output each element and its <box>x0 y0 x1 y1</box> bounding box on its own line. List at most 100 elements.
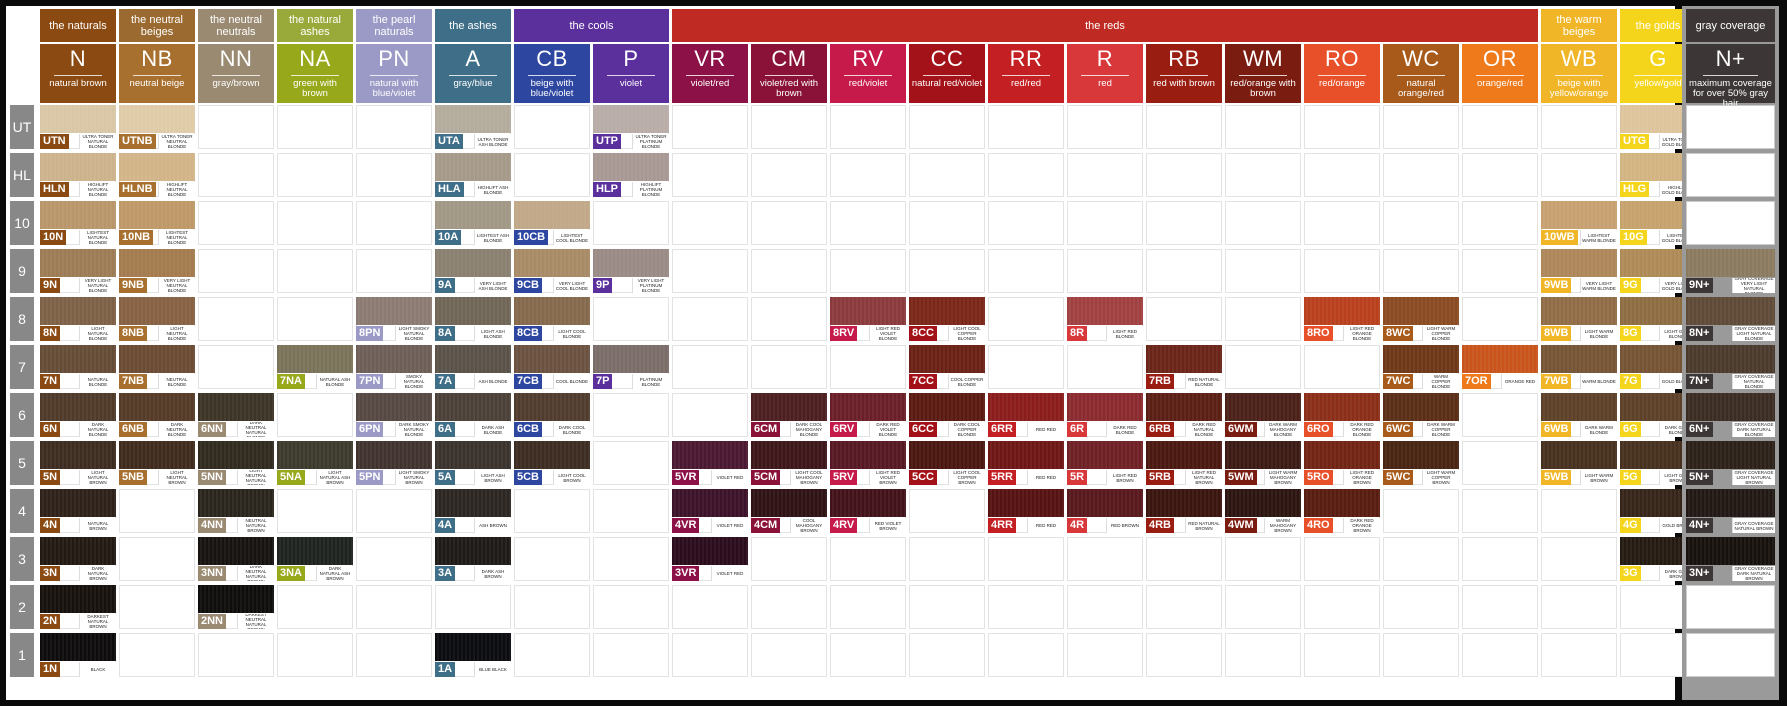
shade-swatch[interactable]: 9WB VERY LIGHT WARM BLONDE <box>1541 249 1617 293</box>
shade-swatch[interactable]: 10WB LIGHTEST WARM BLONDE <box>1541 201 1617 245</box>
shade-swatch[interactable]: 10NB LIGHTEST NEUTRAL BLONDE <box>119 201 195 245</box>
shade-swatch[interactable]: 5A LIGHT ASH BROWN <box>435 441 511 485</box>
gray-coverage-swatch[interactable]: 5N+ GRAY COVERAGE LIGHT NATURAL BROWN <box>1686 441 1775 485</box>
shade-swatch[interactable]: 7N NATURAL BLONDE <box>40 345 116 389</box>
shade-swatch[interactable]: 5RR RED RED <box>988 441 1064 485</box>
shade-swatch[interactable]: 8A LIGHT ASH BLONDE <box>435 297 511 341</box>
shade-swatch[interactable]: 7A ASH BLONDE <box>435 345 511 389</box>
shade-swatch[interactable]: 9P VERY LIGHT PLATINUM BLONDE <box>593 249 669 293</box>
shade-swatch[interactable]: 3VR VIOLET RED <box>672 537 748 581</box>
shade-swatch[interactable]: 5N LIGHT NATURAL BROWN <box>40 441 116 485</box>
shade-swatch[interactable]: 8CC LIGHT COOL COPPER BLONDE <box>909 297 985 341</box>
shade-swatch[interactable]: 5RO LIGHT RED ORANGE BROWN <box>1304 441 1380 485</box>
shade-swatch[interactable]: 3NN DARK NEUTRAL NATURAL BROWN <box>198 537 274 581</box>
shade-swatch[interactable]: 8RO LIGHT RED ORANGE BLONDE <box>1304 297 1380 341</box>
shade-swatch[interactable]: 4R RED BROWN <box>1067 489 1143 533</box>
shade-swatch[interactable]: 4RB RED NATURAL BROWN <box>1146 489 1222 533</box>
shade-swatch[interactable]: 8WB LIGHT WARM BLONDE <box>1541 297 1617 341</box>
shade-swatch[interactable]: UTN ULTRA TONER NATURAL BLONDE <box>40 105 116 149</box>
shade-swatch[interactable]: 4RO DARK RED ORANGE BROWN <box>1304 489 1380 533</box>
shade-swatch[interactable]: UTP ULTRA TONER PLATINUM BLONDE <box>593 105 669 149</box>
shade-swatch[interactable]: HLNB HIGHLIFT NEUTRAL BLONDE <box>119 153 195 197</box>
shade-swatch[interactable]: 6CC DARK COOL COPPER BLONDE <box>909 393 985 437</box>
shade-swatch[interactable]: 5RV LIGHT RED VIOLET BROWN <box>830 441 906 485</box>
shade-swatch[interactable]: 7RB RED NATURAL BLONDE <box>1146 345 1222 389</box>
shade-swatch[interactable]: 5CB LIGHT COOL BROWN <box>514 441 590 485</box>
shade-swatch[interactable]: 6A DARK ASH BLONDE <box>435 393 511 437</box>
shade-swatch[interactable]: 8N LIGHT NATURAL BLONDE <box>40 297 116 341</box>
shade-swatch[interactable]: 7CC COOL COPPER BLONDE <box>909 345 985 389</box>
shade-swatch[interactable]: 6RR RED RED <box>988 393 1064 437</box>
shade-swatch[interactable]: 10CB LIGHTEST COOL BLONDE <box>514 201 590 245</box>
shade-swatch[interactable]: 9A VERY LIGHT ASH BLONDE <box>435 249 511 293</box>
shade-swatch[interactable]: 1N BLACK <box>40 633 116 677</box>
shade-swatch[interactable]: 8RV LIGHT RED VIOLET BLONDE <box>830 297 906 341</box>
shade-swatch[interactable]: 6NB DARK NEUTRAL BLONDE <box>119 393 195 437</box>
shade-swatch[interactable]: 2N DARKEST NATURAL BROWN <box>40 585 116 629</box>
shade-swatch[interactable]: 8R LIGHT RED BLONDE <box>1067 297 1143 341</box>
shade-swatch[interactable]: 6WC DARK WARM COPPER BLONDE <box>1383 393 1459 437</box>
shade-swatch[interactable]: 6CB DARK COOL BLONDE <box>514 393 590 437</box>
shade-swatch[interactable]: 6RV DARK RED VIOLET BLONDE <box>830 393 906 437</box>
shade-swatch[interactable]: 5CM LIGHT COOL MAHOGANY BROWN <box>751 441 827 485</box>
shade-swatch[interactable]: 5CC LIGHT COOL COPPER BROWN <box>909 441 985 485</box>
shade-swatch[interactable]: 4NN NEUTRAL NATURAL BROWN <box>198 489 274 533</box>
shade-swatch[interactable]: 6WB DARK WARM BLONDE <box>1541 393 1617 437</box>
gray-coverage-swatch[interactable]: 9N+ GRAY COVERAGE VERY LIGHT NATURAL BLON… <box>1686 249 1775 293</box>
shade-swatch[interactable]: 7PN SMOKY NATURAL BLONDE <box>356 345 432 389</box>
shade-swatch[interactable]: 5R LIGHT RED BROWN <box>1067 441 1143 485</box>
gray-coverage-swatch[interactable]: 4N+ GRAY COVERAGE NATURAL BROWN <box>1686 489 1775 533</box>
shade-swatch[interactable]: 5PN LIGHT SMOKY NATURAL BROWN <box>356 441 432 485</box>
shade-swatch[interactable]: UTNB ULTRA TONER NEUTRAL BLONDE <box>119 105 195 149</box>
shade-swatch[interactable]: 1A BLUE BLACK <box>435 633 511 677</box>
shade-swatch[interactable]: 9NB VERY LIGHT NEUTRAL BLONDE <box>119 249 195 293</box>
gray-coverage-swatch[interactable]: 6N+ GRAY COVERAGE DARK NATURAL BLONDE <box>1686 393 1775 437</box>
shade-swatch[interactable]: 2NN DARKEST NEUTRAL NATURAL BROWN <box>198 585 274 629</box>
shade-swatch[interactable]: 6PN DARK SMOKY NATURAL BLONDE <box>356 393 432 437</box>
shade-swatch[interactable]: 6RO DARK RED ORANGE BLONDE <box>1304 393 1380 437</box>
shade-swatch[interactable]: 6N DARK NATURAL BLONDE <box>40 393 116 437</box>
shade-swatch[interactable]: 8WC LIGHT WARM COPPER BLONDE <box>1383 297 1459 341</box>
shade-swatch[interactable]: 4VR VIOLET RED <box>672 489 748 533</box>
shade-swatch[interactable]: 8NB LIGHT NEUTRAL BLONDE <box>119 297 195 341</box>
shade-swatch[interactable]: 7OR ORANGE RED <box>1462 345 1538 389</box>
shade-swatch[interactable]: HLN HIGHLIFT NATURAL BLONDE <box>40 153 116 197</box>
shade-swatch[interactable]: 3N DARK NATURAL BROWN <box>40 537 116 581</box>
gray-coverage-swatch[interactable]: 8N+ GRAY COVERAGE LIGHT NATURAL BLONDE <box>1686 297 1775 341</box>
shade-swatch[interactable]: 7P PLATINUM BLONDE <box>593 345 669 389</box>
shade-swatch[interactable]: 10N LIGHTEST NATURAL BLONDE <box>40 201 116 245</box>
shade-swatch[interactable]: 7CB COOL BLONDE <box>514 345 590 389</box>
shade-swatch[interactable]: 9CB VERY LIGHT COOL BLONDE <box>514 249 590 293</box>
shade-swatch[interactable]: 6WM DARK WARM MAHOGANY BLONDE <box>1225 393 1301 437</box>
shade-swatch[interactable]: 6R DARK RED BLONDE <box>1067 393 1143 437</box>
shade-swatch[interactable]: 4WM WARM MAHOGANY BROWN <box>1225 489 1301 533</box>
shade-swatch[interactable]: 7NA NATURAL ASH BLONDE <box>277 345 353 389</box>
shade-swatch[interactable]: 5WC LIGHT WARM COPPER BROWN <box>1383 441 1459 485</box>
shade-swatch[interactable]: HLP HIGHLIFT PLATINUM BLONDE <box>593 153 669 197</box>
shade-swatch[interactable]: 7WC WARM COPPER BLONDE <box>1383 345 1459 389</box>
gray-coverage-swatch[interactable]: 7N+ GRAY COVERAGE NATURAL BLONDE <box>1686 345 1775 389</box>
shade-swatch[interactable]: 5WB LIGHT WARM BROWN <box>1541 441 1617 485</box>
shade-swatch[interactable]: 6RB DARK RED NATURAL BLONDE <box>1146 393 1222 437</box>
shade-swatch[interactable]: 7WB WARM BLONDE <box>1541 345 1617 389</box>
shade-swatch[interactable]: 4N NATURAL BROWN <box>40 489 116 533</box>
gray-coverage-swatch[interactable]: 3N+ GRAY COVERAGE DARK NATURAL BROWN <box>1686 537 1775 581</box>
shade-swatch[interactable]: 4CM COOL MAHOGANY BROWN <box>751 489 827 533</box>
shade-swatch[interactable]: 8CB LIGHT COOL BLONDE <box>514 297 590 341</box>
shade-swatch[interactable]: 5NB LIGHT NEUTRAL BROWN <box>119 441 195 485</box>
shade-swatch[interactable]: 5RB LIGHT RED NATURAL BROWN <box>1146 441 1222 485</box>
shade-swatch[interactable]: UTA ULTRA TONER ASH BLONDE <box>435 105 511 149</box>
shade-swatch[interactable]: 6NN DARK NEUTRAL NATURAL BLONDE <box>198 393 274 437</box>
shade-swatch[interactable]: 5VR VIOLET RED <box>672 441 748 485</box>
shade-swatch[interactable]: 3A DARK ASH BROWN <box>435 537 511 581</box>
shade-swatch[interactable]: 5WM LIGHT WARM MAHOGANY BROWN <box>1225 441 1301 485</box>
shade-swatch[interactable]: 6CM DARK COOL MAHOGANY BLONDE <box>751 393 827 437</box>
shade-swatch[interactable]: 7NB NEUTRAL BLONDE <box>119 345 195 389</box>
shade-swatch[interactable]: 5NN LIGHT NEUTRAL NATURAL BROWN <box>198 441 274 485</box>
shade-swatch[interactable]: 10A LIGHTEST ASH BLONDE <box>435 201 511 245</box>
shade-swatch[interactable]: 3NA DARK NATURAL ASH BROWN <box>277 537 353 581</box>
shade-swatch[interactable]: 4RR RED RED <box>988 489 1064 533</box>
shade-swatch[interactable]: 8PN LIGHT SMOKY NATURAL BLONDE <box>356 297 432 341</box>
shade-swatch[interactable]: HLA HIGHLIFT ASH BLONDE <box>435 153 511 197</box>
shade-swatch[interactable]: 4RV RED VIOLET BROWN <box>830 489 906 533</box>
